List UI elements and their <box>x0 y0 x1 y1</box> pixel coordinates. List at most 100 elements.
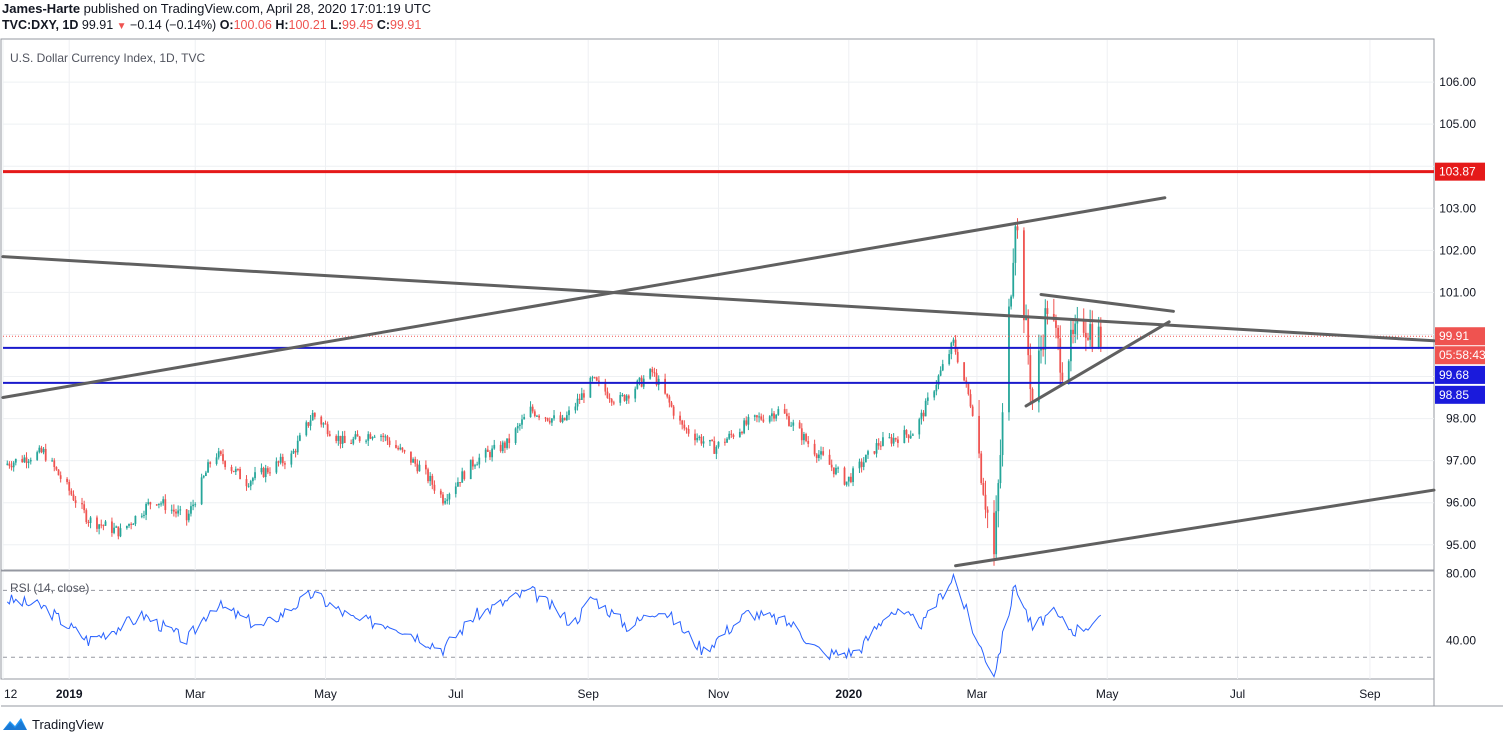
candle-body <box>747 416 750 425</box>
candle-body <box>685 428 688 430</box>
candle-body <box>995 511 998 555</box>
candle-body <box>279 456 282 463</box>
candle-body <box>506 438 508 448</box>
candle-body <box>36 452 39 460</box>
candle-body <box>984 494 987 510</box>
candle-body <box>111 521 113 533</box>
candle-body <box>457 482 459 487</box>
candle-body <box>610 399 613 403</box>
candle-body <box>187 513 190 521</box>
label-99-68: 99.68 <box>1439 368 1469 382</box>
candle-body <box>813 443 816 455</box>
candle-body <box>416 463 419 472</box>
candle-body <box>179 509 182 511</box>
candle-body <box>493 444 496 449</box>
candle-body <box>130 523 133 525</box>
down-arrow-icon: ▼ <box>116 21 127 32</box>
candle-body <box>249 481 252 487</box>
candle-body <box>491 448 494 458</box>
candle-body <box>634 388 637 399</box>
ohlc-header: TVC:DXY, 1D 99.91 ▼ −0.14 (−0.14%) O:100… <box>2 18 421 32</box>
candle-body <box>715 446 718 454</box>
candle-body <box>200 477 203 505</box>
published-text: published on TradingView.com, April 28, … <box>83 1 432 16</box>
candle-body <box>128 523 130 526</box>
candle-body <box>700 436 703 444</box>
candle-body <box>367 434 370 441</box>
candle-body <box>777 409 780 415</box>
y-tick-label: 95.00 <box>1446 538 1476 552</box>
candle-body <box>621 394 624 396</box>
candle-body <box>1059 338 1062 373</box>
label-99-68-bg <box>1435 365 1485 384</box>
candle-body <box>277 461 280 463</box>
author-name[interactable]: James-Harte <box>2 1 81 16</box>
candle-body <box>717 441 720 447</box>
candle-body <box>66 478 68 482</box>
candle-body <box>72 494 75 501</box>
tradingview-logo-icon <box>3 718 27 730</box>
candle-body <box>993 512 995 555</box>
candle-body <box>937 375 940 385</box>
candle-body <box>429 475 432 482</box>
candle-body <box>867 451 869 455</box>
candle-body <box>788 416 790 426</box>
candle-body <box>997 483 1000 512</box>
candle-body <box>967 383 970 395</box>
candle-body <box>89 517 92 523</box>
candle-body <box>956 351 959 363</box>
candle-body <box>982 482 985 495</box>
candle-body <box>580 393 583 400</box>
candle-body <box>1089 324 1092 340</box>
candle-body <box>728 433 731 439</box>
candle-body <box>448 493 451 500</box>
candle-body <box>845 481 848 485</box>
candle-body <box>339 435 342 444</box>
candle-body <box>559 415 562 422</box>
brand-label[interactable]: TradingView <box>32 716 104 732</box>
candle-body <box>337 435 340 441</box>
chart-title: U.S. Dollar Currency Index, 1D, TVC <box>10 51 206 65</box>
candle-body <box>371 437 374 439</box>
candle-body <box>486 449 489 452</box>
candle-body <box>835 467 837 475</box>
candle-body <box>164 499 167 511</box>
candle-body <box>918 419 921 435</box>
candle-body <box>484 449 487 458</box>
candle-body <box>388 440 391 445</box>
candle-body <box>373 436 376 438</box>
candle-body <box>446 499 449 501</box>
candle-body <box>230 467 233 471</box>
candle-body <box>565 415 568 420</box>
candle-body <box>192 504 194 507</box>
candle-body <box>732 434 735 438</box>
candle-body <box>939 370 942 376</box>
candle-body <box>85 510 88 523</box>
candle-body <box>523 417 526 420</box>
candle-body <box>55 467 58 470</box>
candle-body <box>879 445 882 447</box>
candle-body <box>1072 329 1074 335</box>
candle-body <box>10 465 13 468</box>
candle-body <box>783 409 786 414</box>
candle-body <box>536 415 538 417</box>
candle-body <box>948 354 951 365</box>
candle-body <box>926 397 929 401</box>
candle-body <box>1087 337 1089 340</box>
candle-body <box>439 490 442 495</box>
low-label: L: <box>330 18 343 32</box>
candle-body <box>830 464 833 468</box>
candle-body <box>145 504 147 515</box>
high-label: H: <box>275 18 289 32</box>
candle-body <box>382 435 385 438</box>
candle-body <box>284 463 286 465</box>
symbol-label[interactable]: TVC:DXY, 1D <box>2 18 79 32</box>
candle-body <box>202 475 205 478</box>
candle-body <box>309 420 312 426</box>
candle-body <box>162 499 165 504</box>
candle-body <box>1091 324 1094 347</box>
candle-body <box>785 413 788 417</box>
candle-body <box>561 417 564 422</box>
candle-body <box>800 428 803 441</box>
